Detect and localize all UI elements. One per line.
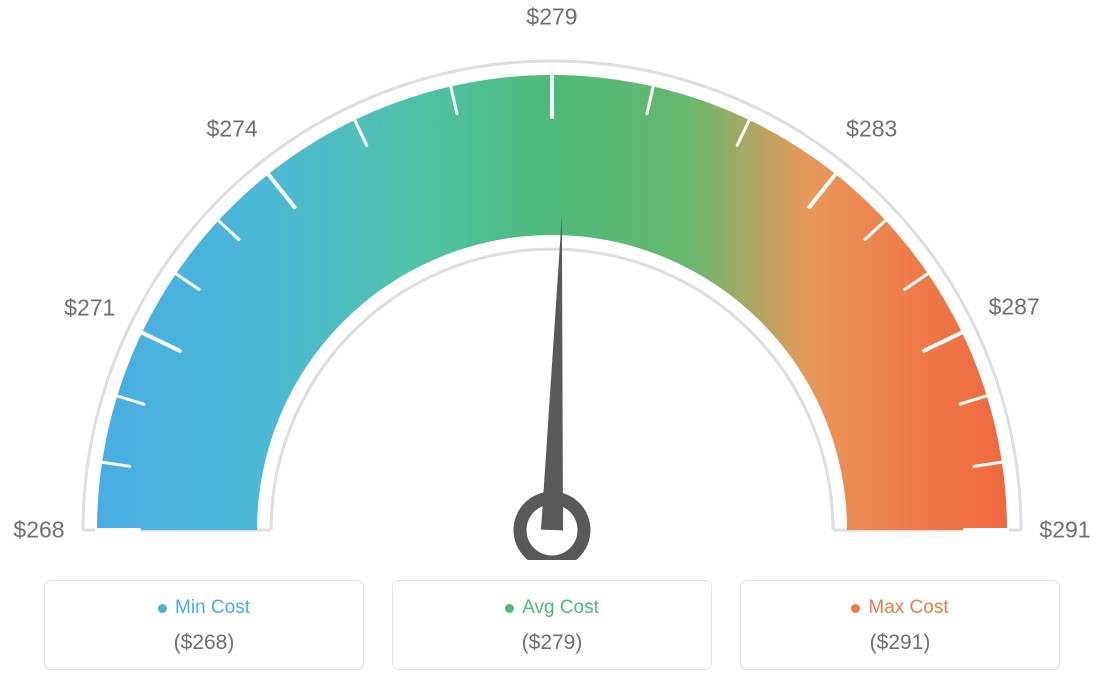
- gauge-tick-label: $274: [207, 115, 258, 142]
- legend-card-max: Max Cost ($291): [740, 580, 1060, 670]
- gauge-chart: $268 $271 $274 $279 $283 $287 $291: [0, 0, 1104, 560]
- legend-card-min: Min Cost ($268): [44, 580, 364, 670]
- legend-value-max: ($291): [751, 631, 1049, 655]
- legend-card-avg: Avg Cost ($279): [392, 580, 712, 670]
- legend-title-avg: Avg Cost: [505, 597, 599, 619]
- gauge-tick-label: $279: [526, 4, 577, 31]
- legend-title-max: Max Cost: [851, 597, 948, 619]
- legend-value-avg: ($279): [403, 631, 701, 655]
- legend-row: Min Cost ($268) Avg Cost ($279) Max Cost…: [0, 580, 1104, 670]
- legend-title-text: Max Cost: [868, 597, 948, 619]
- gauge-tick-label: $271: [64, 294, 115, 321]
- gauge-tick-label: $283: [846, 115, 897, 142]
- gauge-tick-label: $268: [13, 517, 64, 544]
- legend-title-text: Avg Cost: [522, 597, 599, 619]
- gauge-tick-label: $291: [1039, 517, 1090, 544]
- gauge-tick-label: $287: [989, 294, 1040, 321]
- legend-value-min: ($268): [55, 631, 353, 655]
- dot-icon: [851, 604, 860, 613]
- gauge-svg: [0, 0, 1104, 560]
- legend-title-min: Min Cost: [158, 597, 250, 619]
- legend-title-text: Min Cost: [175, 597, 250, 619]
- dot-icon: [158, 604, 167, 613]
- dot-icon: [505, 604, 514, 613]
